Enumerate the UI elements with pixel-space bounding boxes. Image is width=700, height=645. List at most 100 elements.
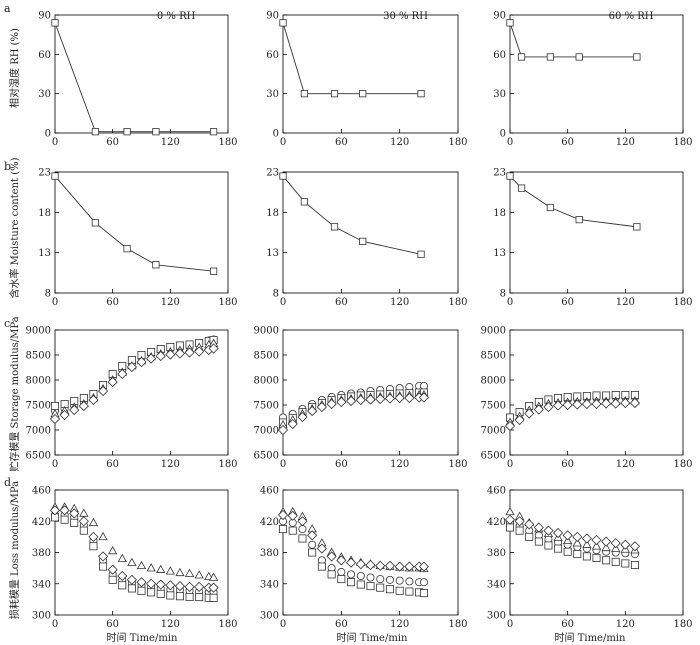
x-tick-label: 180 bbox=[673, 459, 692, 470]
data-point bbox=[117, 368, 128, 380]
data-point bbox=[611, 557, 620, 566]
data-point bbox=[395, 586, 404, 595]
data-point bbox=[337, 575, 346, 584]
x-tick-label: 120 bbox=[616, 297, 635, 308]
data-point bbox=[194, 570, 204, 579]
y-tick-label: 300 bbox=[487, 611, 506, 622]
y-tick-label: 6500 bbox=[254, 451, 279, 462]
data-point bbox=[184, 581, 195, 592]
x-tick-label: 60 bbox=[335, 619, 348, 630]
y-tick-label: 420 bbox=[260, 517, 279, 528]
data-point bbox=[88, 531, 99, 542]
x-tick-label: 60 bbox=[335, 459, 348, 470]
data-point bbox=[630, 561, 639, 570]
series-s4 bbox=[504, 397, 641, 432]
data-point bbox=[307, 530, 318, 541]
data-point bbox=[581, 398, 592, 410]
data-point bbox=[366, 582, 375, 591]
y-tick-label: 7000 bbox=[26, 426, 51, 437]
xlabel-col-2: 时间 Time/min bbox=[337, 631, 408, 644]
y-tick-label: 90 bbox=[38, 11, 51, 22]
data-point bbox=[175, 567, 185, 577]
series-s1 bbox=[278, 517, 428, 587]
data-point bbox=[146, 353, 157, 364]
y-tick-label: 8500 bbox=[254, 351, 279, 362]
plot-frame bbox=[54, 171, 229, 294]
series-line bbox=[282, 22, 422, 95]
ylabel-row-a: 相对湿度 RH (%) bbox=[8, 28, 21, 108]
data-point bbox=[209, 593, 218, 602]
data-point bbox=[544, 541, 553, 550]
x-tick-label: 180 bbox=[448, 459, 467, 470]
y-tick-label: 420 bbox=[487, 517, 506, 528]
data-point bbox=[146, 563, 156, 572]
y-tick-label: 460 bbox=[487, 486, 506, 497]
panel-d2: 0 60 120 180 300 340 380 420 460 bbox=[260, 486, 468, 631]
x-tick-label: 60 bbox=[106, 297, 119, 308]
data-point bbox=[208, 572, 219, 581]
panel-letter-b: b bbox=[4, 160, 11, 173]
data-point bbox=[418, 561, 430, 572]
data-point bbox=[384, 560, 396, 571]
x-tick-label: 0 bbox=[52, 459, 58, 470]
data-point bbox=[504, 514, 516, 525]
rh-annotation: 0 % RH bbox=[157, 11, 196, 22]
data-point bbox=[581, 533, 592, 544]
data-point bbox=[60, 515, 69, 524]
y-tick-label: 8500 bbox=[26, 351, 51, 362]
data-point bbox=[419, 578, 428, 587]
y-tick-label: 8 bbox=[500, 289, 506, 300]
data-point bbox=[417, 250, 425, 258]
data-point bbox=[336, 396, 347, 408]
data-point bbox=[572, 538, 582, 547]
data-point bbox=[287, 418, 298, 430]
data-point bbox=[175, 592, 184, 601]
y-tick-label: 90 bbox=[266, 11, 279, 22]
y-tick-label: 8500 bbox=[481, 351, 506, 362]
x-tick-label: 120 bbox=[616, 619, 635, 630]
x-tick-label: 180 bbox=[218, 297, 237, 308]
x-tick-label: 120 bbox=[161, 137, 180, 148]
panel-b3: 0 60 120 180 8 13 18 23 bbox=[493, 168, 692, 309]
data-point bbox=[620, 397, 631, 409]
data-point bbox=[347, 578, 356, 587]
series-line bbox=[54, 175, 214, 272]
x-tick-label: 180 bbox=[673, 297, 692, 308]
series-s3 bbox=[505, 506, 640, 554]
data-point bbox=[546, 53, 554, 61]
data-point bbox=[136, 577, 147, 588]
data-point bbox=[297, 516, 308, 527]
data-point bbox=[563, 547, 572, 556]
plot-frame bbox=[509, 329, 684, 456]
data-point bbox=[174, 581, 186, 592]
data-point bbox=[385, 575, 394, 584]
data-point bbox=[582, 552, 591, 561]
data-point bbox=[308, 548, 317, 557]
data-point bbox=[543, 401, 554, 413]
data-point bbox=[51, 401, 60, 410]
x-tick-label: 120 bbox=[161, 619, 180, 630]
data-point bbox=[123, 245, 131, 253]
data-point bbox=[621, 559, 630, 568]
data-point bbox=[117, 570, 128, 582]
y-tick-label: 13 bbox=[266, 248, 279, 259]
panel-d3: 0 60 120 180 300 340 380 420 460 bbox=[487, 486, 693, 631]
data-point bbox=[156, 589, 165, 598]
y-tick-label: 300 bbox=[260, 611, 279, 622]
x-tick-label: 0 bbox=[507, 459, 513, 470]
y-tick-label: 0 bbox=[500, 129, 506, 140]
data-point bbox=[49, 505, 61, 516]
data-point bbox=[152, 261, 160, 269]
panel-a1: 0 60 120 180 0 30 60 90 0 % RH bbox=[38, 11, 237, 149]
y-tick-label: 8000 bbox=[26, 376, 51, 387]
data-point bbox=[376, 575, 385, 584]
data-point bbox=[209, 267, 218, 275]
x-tick-label: 180 bbox=[218, 619, 237, 630]
data-point bbox=[534, 537, 543, 546]
data-point bbox=[136, 356, 147, 368]
data-point bbox=[155, 579, 166, 590]
y-tick-label: 13 bbox=[493, 248, 506, 259]
data-point bbox=[575, 215, 583, 224]
ylabel-row-c: 贮存模量 Storage modulus/MPa bbox=[8, 316, 21, 471]
